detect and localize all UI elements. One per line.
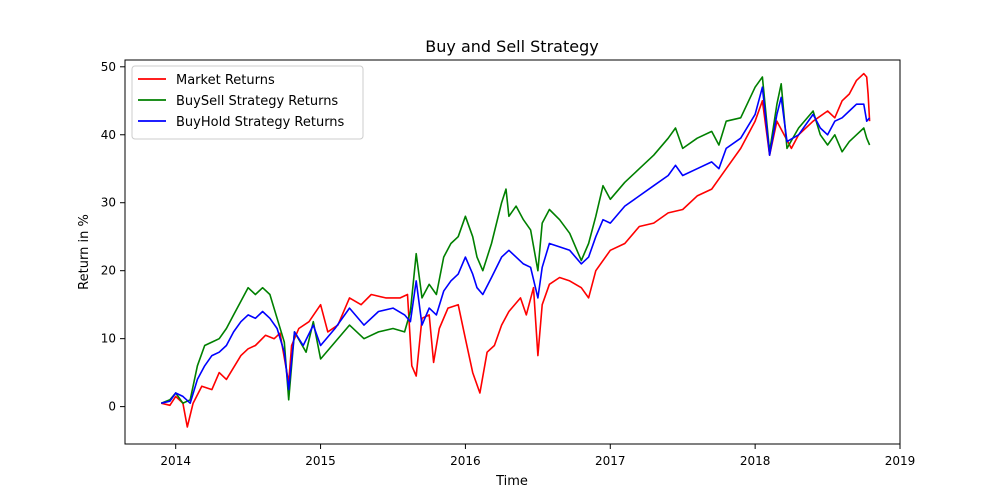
x-tick-label: 2015 xyxy=(305,454,336,468)
y-tick-label: 50 xyxy=(101,60,116,74)
x-tick-label: 2016 xyxy=(450,454,481,468)
x-tick-label: 2018 xyxy=(740,454,771,468)
chart-title: Buy and Sell Strategy xyxy=(425,37,598,56)
y-tick-label: 20 xyxy=(101,264,116,278)
x-tick-label: 2014 xyxy=(160,454,191,468)
y-tick-label: 0 xyxy=(108,400,116,414)
series-layer xyxy=(160,72,871,428)
y-tick-label: 40 xyxy=(101,128,116,142)
x-axis-label: Time xyxy=(495,474,528,489)
y-tick-label: 30 xyxy=(101,196,116,210)
y-axis: 0 10 20 30 40 50 xyxy=(101,60,125,414)
x-tick-label: 2019 xyxy=(885,454,916,468)
x-tick-label: 2017 xyxy=(595,454,626,468)
legend-label-2: BuyHold Strategy Returns xyxy=(176,115,345,130)
series-line-2 xyxy=(161,86,871,404)
legend-box xyxy=(131,65,364,140)
y-tick-label: 10 xyxy=(101,332,116,346)
legend-label-1: BuySell Strategy Returns xyxy=(176,94,338,109)
x-axis: 2014 2015 2016 2017 2018 2019 xyxy=(160,444,915,468)
legend-label-0: Market Returns xyxy=(176,73,275,88)
legend: Market Returns BuySell Strategy Returns Bu… xyxy=(131,65,364,140)
y-axis-label: Return in % xyxy=(77,214,92,290)
plot-frame xyxy=(124,59,901,445)
